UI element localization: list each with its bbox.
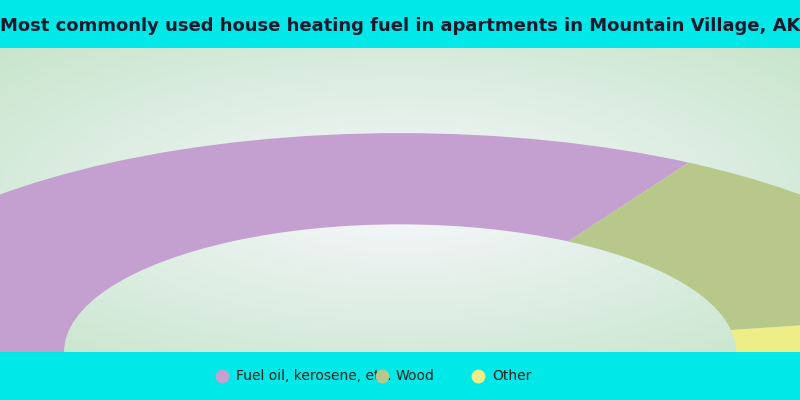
Text: Most commonly used house heating fuel in apartments in Mountain Village, AK: Most commonly used house heating fuel in…	[0, 17, 800, 35]
Text: Other: Other	[492, 369, 531, 383]
Wedge shape	[0, 133, 689, 352]
Wedge shape	[731, 314, 800, 352]
Wedge shape	[568, 162, 800, 330]
Text: Fuel oil, kerosene, etc.: Fuel oil, kerosene, etc.	[236, 369, 391, 383]
Text: Wood: Wood	[396, 369, 435, 383]
